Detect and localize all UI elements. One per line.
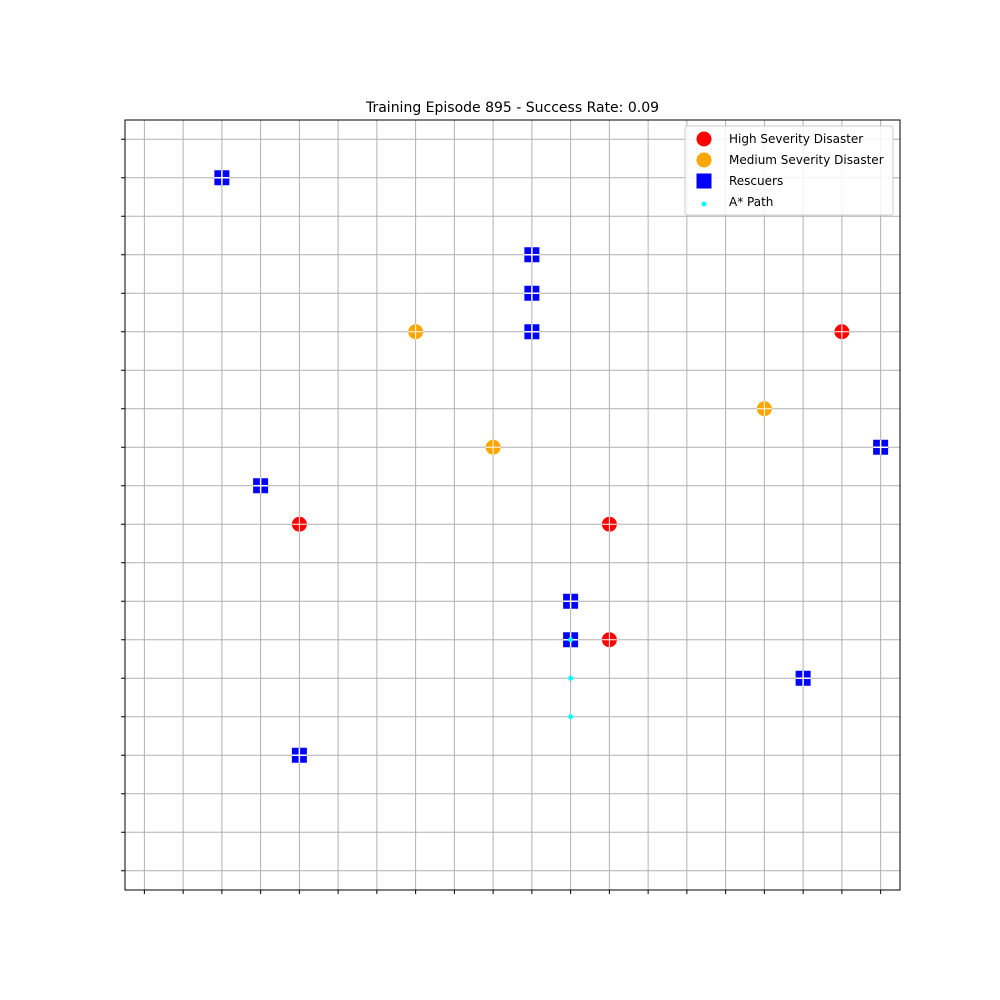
legend-entry-high-severity-disaster: High Severity Disaster: [696, 131, 863, 147]
a-path-point: [568, 637, 574, 643]
legend-marker: [701, 201, 707, 207]
series-a-path: [568, 637, 574, 720]
legend-box: [684, 125, 894, 216]
legend-label: A* Path: [729, 195, 773, 209]
legend-marker: [696, 152, 712, 168]
legend-label: Rescuers: [729, 174, 783, 188]
legend-entry-medium-severity-disaster: Medium Severity Disaster: [696, 152, 884, 168]
legend-label: High Severity Disaster: [729, 132, 863, 146]
legend-entry-a-path: A* Path: [701, 195, 773, 209]
legend-label: Medium Severity Disaster: [729, 153, 884, 167]
a-path-point: [568, 714, 574, 720]
a-path-point: [568, 675, 574, 681]
series-medium-severity-disaster: [408, 324, 772, 455]
legend-items: High Severity Disaster Medium Severity Di…: [696, 131, 884, 209]
data-marks: [214, 170, 889, 763]
axis-ticks: [121, 138, 882, 894]
legend-entry-rescuers: Rescuers: [696, 173, 783, 189]
legend-marker: [696, 173, 712, 189]
legend-marker: [696, 131, 712, 147]
legend: High Severity Disaster Medium Severity Di…: [684, 125, 894, 216]
plot-frame: [124, 119, 901, 891]
series-high-severity-disaster: [291, 324, 850, 648]
grid-lines: [125, 120, 900, 890]
chart-title: Training Episode 895 - Success Rate: 0.0…: [365, 100, 659, 116]
